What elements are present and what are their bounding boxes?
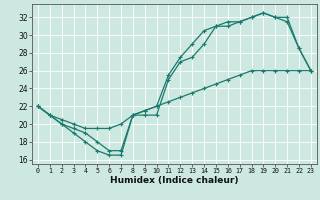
X-axis label: Humidex (Indice chaleur): Humidex (Indice chaleur) [110, 176, 239, 185]
